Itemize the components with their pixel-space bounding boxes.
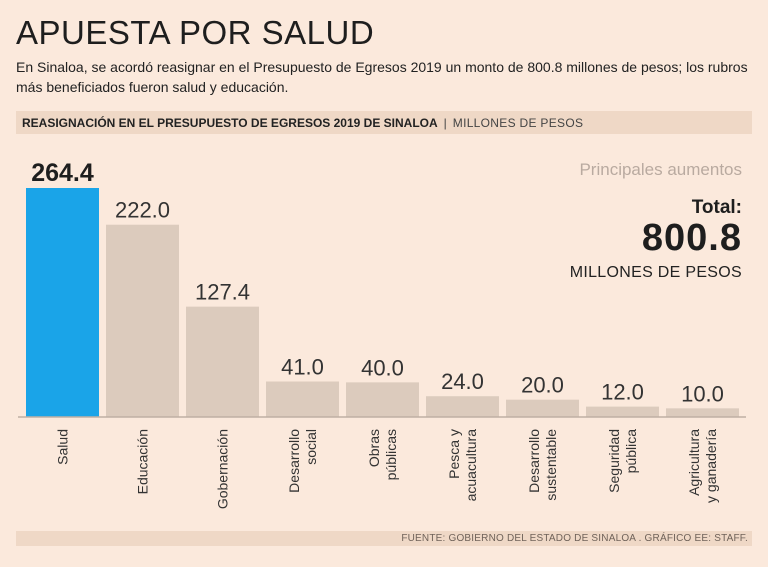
subtitle: En Sinaloa, se acordó reasignar en el Pr… [16,59,748,95]
value-label-5: 24.0 [441,369,484,394]
bar-chart: 264.4 Salud 222.0 Educación 127.4 Gobernación… [18,159,746,509]
bar-2 [186,306,259,417]
category-label-3-1: social [303,429,319,465]
value-label-6: 20.0 [521,373,564,398]
category-label-6-1: sustentable [543,429,559,501]
category-label-5-0: Pesca y [446,429,462,479]
total-value: 800.8 [641,217,742,259]
value-label-7: 12.0 [601,380,644,405]
bar-8 [666,408,739,417]
category-label-5-1: acuacultura [463,429,479,502]
category-label-2-0: Gobernación [215,429,231,509]
bar-6 [506,399,579,417]
total-label: Total: [691,197,742,218]
header-separator: | [443,115,447,130]
value-label-0: 264.4 [31,159,94,187]
bar-4 [346,382,419,417]
value-label-4: 40.0 [361,355,404,380]
bar-0 [26,188,99,417]
category-label-4-1: públicas [383,429,399,480]
principal-label: Principales aumentos [579,160,742,179]
category-label-3-0: Desarrollo [286,429,302,493]
category-label-6-0: Desarrollo [526,429,542,493]
chart-header-band: REASIGNACIÓN EN EL PRESUPUESTO DE EGRESO… [16,111,752,134]
value-label-8: 10.0 [681,381,724,406]
category-label-8-1: y ganadería [703,429,719,503]
value-label-1: 222.0 [115,198,170,223]
category-label-8-0: Agricultura [686,429,702,496]
bar-3 [266,381,339,417]
value-label-3: 41.0 [281,354,324,379]
chart-title: REASIGNACIÓN EN EL PRESUPUESTO DE EGRESO… [22,115,438,130]
category-label-7-1: pública [623,429,639,474]
category-label-0-0: Salud [55,429,71,465]
category-label-7-0: Seguridad [606,429,622,493]
bar-1 [106,224,179,417]
footer-band: FUENTE: GOBIERNO DEL ESTADO DE SINALOA .… [16,531,752,546]
category-label-4-0: Obras [366,429,382,467]
chart-unit: MILLONES DE PESOS [452,115,584,130]
source-note: FUENTE: GOBIERNO DEL ESTADO DE SINALOA .… [401,533,748,544]
page-title: APUESTA POR SALUD [16,14,375,51]
bar-7 [586,406,659,417]
bar-5 [426,396,499,417]
category-label-1-0: Educación [135,429,151,494]
value-label-2: 127.4 [195,280,250,305]
total-unit: MILLONES DE PESOS [569,264,742,281]
